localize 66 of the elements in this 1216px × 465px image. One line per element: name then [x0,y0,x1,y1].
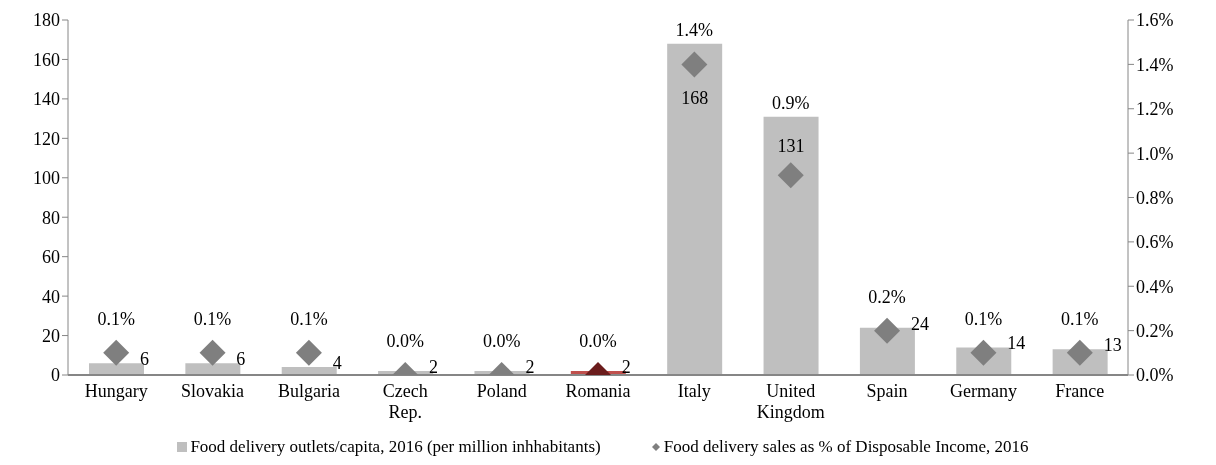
y2-tick-label: 1.6% [1136,10,1174,31]
y2-tick-label: 1.2% [1136,99,1174,120]
x-tick-label: Italy [677,381,711,401]
data-label: 0.1% [1061,308,1099,329]
bar [185,363,241,375]
point [777,162,804,189]
x-tick-label: France [1055,381,1105,401]
x-tick-label: Bulgaria [277,381,340,401]
x-tick-label: Czech Rep. [382,381,428,422]
data-label: 0.1% [193,308,232,329]
point [1066,339,1093,366]
y2-tick-label: 0.8% [1136,187,1174,208]
y-tick-label: 0 [51,365,60,386]
x-tick-label: Germany [949,381,1017,401]
bar [89,363,144,375]
y-tick-label: 180 [33,10,60,31]
x-tick-label: Hungary [84,381,148,401]
y2-tick-label: 1.4% [1136,54,1174,75]
y2-tick-label: 1.0% [1136,143,1174,164]
point [874,317,901,344]
data-label: 0.2% [868,286,906,307]
y-tick-label: 120 [33,128,60,149]
y2-tick-label: 0.6% [1136,232,1174,253]
x-tick-label: United Kingdom [756,381,825,422]
data-label: 14 [1007,333,1026,354]
y-tick-label: 60 [42,247,60,268]
data-label: 131 [777,135,805,156]
point [970,339,997,366]
data-label: 4 [332,353,342,374]
data-label: 24 [910,313,929,334]
data-label: 2 [429,357,439,378]
x-tick-label: Spain [866,381,908,401]
data-label: 0.0% [482,331,521,351]
data-label: 13 [1103,335,1122,356]
data-label: 6 [236,349,246,370]
data-label: 0.1% [964,308,1003,329]
x-tick-label: Romania [565,381,631,401]
data-label: 0.9% [771,92,810,113]
data-label: 0.0% [579,331,617,351]
y2-tick-label: 0.0% [1136,365,1174,386]
legend-label: Food delivery outlets/capita, 2016 (per million inhhabitants) [189,437,601,457]
y-tick-label: 40 [42,286,60,307]
x-tick-label: Slovakia [181,381,245,401]
point [295,339,322,366]
data-label: 0.1% [97,308,135,329]
x-tick-label: Poland [476,381,527,401]
bar [667,43,723,375]
point [103,339,130,366]
data-label: 6 [140,349,149,370]
data-label: 2 [621,357,631,378]
legend-label: Food delivery sales as % of Disposable Income, 2016 [662,437,1029,457]
data-label: 0.0% [386,331,425,351]
y-tick-label: 20 [42,325,60,346]
data-label: 1.4% [675,19,714,40]
data-label: 168 [681,88,709,109]
point [681,51,708,78]
bar [763,116,819,375]
data-label: 0.1% [290,308,328,329]
y-tick-label: 160 [33,49,60,70]
y-tick-label: 80 [42,207,60,228]
point [199,339,226,366]
data-label: 2 [525,357,535,378]
y-tick-label: 100 [33,168,60,189]
y2-tick-label: 0.2% [1136,321,1174,342]
y2-tick-label: 0.4% [1136,276,1174,297]
y-tick-label: 140 [33,89,60,110]
